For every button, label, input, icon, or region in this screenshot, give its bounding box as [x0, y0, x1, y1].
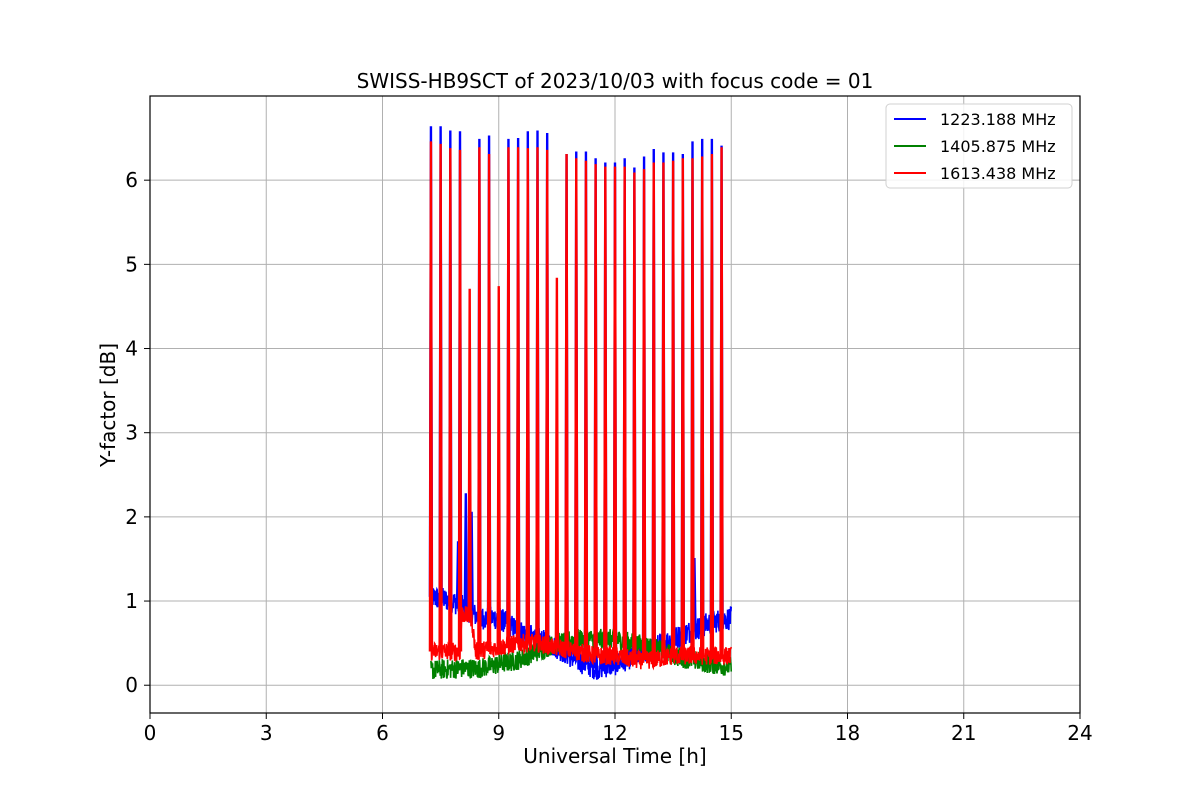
series-spike — [699, 156, 705, 656]
series-2 — [428, 141, 733, 671]
y-tick-label: 4 — [125, 337, 138, 361]
x-tick-label: 3 — [260, 721, 273, 745]
x-tick-label: 24 — [1067, 721, 1092, 745]
series-layer — [428, 126, 733, 680]
y-tick-label: 1 — [125, 589, 138, 613]
series-spike — [574, 158, 579, 652]
series-spike — [554, 277, 560, 648]
series-spike — [544, 149, 550, 646]
series-spike — [467, 288, 472, 618]
series-spike — [564, 154, 569, 650]
series-spike — [641, 169, 647, 660]
series-spike — [535, 147, 540, 644]
legend-entry: 1405.875 MHz — [940, 137, 1056, 156]
series-spike — [651, 162, 656, 660]
legend-box — [885, 103, 1073, 189]
series-spike — [448, 148, 453, 652]
chart-title: SWISS-HB9SCT of 2023/10/03 with focus co… — [357, 69, 874, 93]
series-spike — [622, 166, 627, 658]
y-tick-label: 5 — [125, 252, 138, 276]
y-axis-label: Y-factor [dB] — [96, 343, 120, 468]
x-tick-label: 18 — [835, 721, 860, 745]
series-spike — [428, 141, 434, 652]
series-spike — [477, 147, 482, 651]
series-spike — [690, 158, 695, 656]
x-tick-label: 21 — [951, 721, 976, 745]
series-spike — [661, 162, 666, 658]
series-spike — [719, 147, 724, 656]
y-tick-label: 6 — [125, 168, 138, 192]
legend: 1223.188 MHz 1405.875 MHz 1613.438 MHz — [885, 103, 1073, 189]
legend-entry: 1613.438 MHz — [940, 164, 1056, 183]
series-spike — [583, 160, 589, 654]
series-spike — [632, 172, 637, 660]
series-spike — [670, 160, 676, 656]
x-tick-label: 15 — [719, 721, 744, 745]
series-spike — [515, 147, 521, 644]
series-spike — [612, 166, 618, 656]
series-spike — [438, 143, 443, 652]
series-spike — [463, 493, 469, 610]
series-spike — [457, 149, 463, 652]
y-tick-label: 0 — [125, 673, 138, 697]
series-spike — [680, 158, 686, 656]
series-spike — [506, 147, 511, 646]
y-tick-label: 2 — [125, 505, 138, 529]
x-tick-label: 9 — [492, 721, 505, 745]
x-axis-label: Universal Time [h] — [523, 744, 706, 768]
legend-entry: 1223.188 MHz — [940, 110, 1056, 129]
x-tick-label: 12 — [602, 721, 627, 745]
series-spike — [486, 154, 492, 650]
series-spike — [593, 164, 598, 656]
y-tick-label: 3 — [125, 421, 138, 445]
x-tick-label: 6 — [376, 721, 389, 745]
x-tick-label: 0 — [144, 721, 157, 745]
series-spike — [709, 154, 715, 656]
series-spike — [496, 286, 501, 648]
series-spike — [603, 166, 608, 656]
series-spike — [525, 148, 531, 644]
